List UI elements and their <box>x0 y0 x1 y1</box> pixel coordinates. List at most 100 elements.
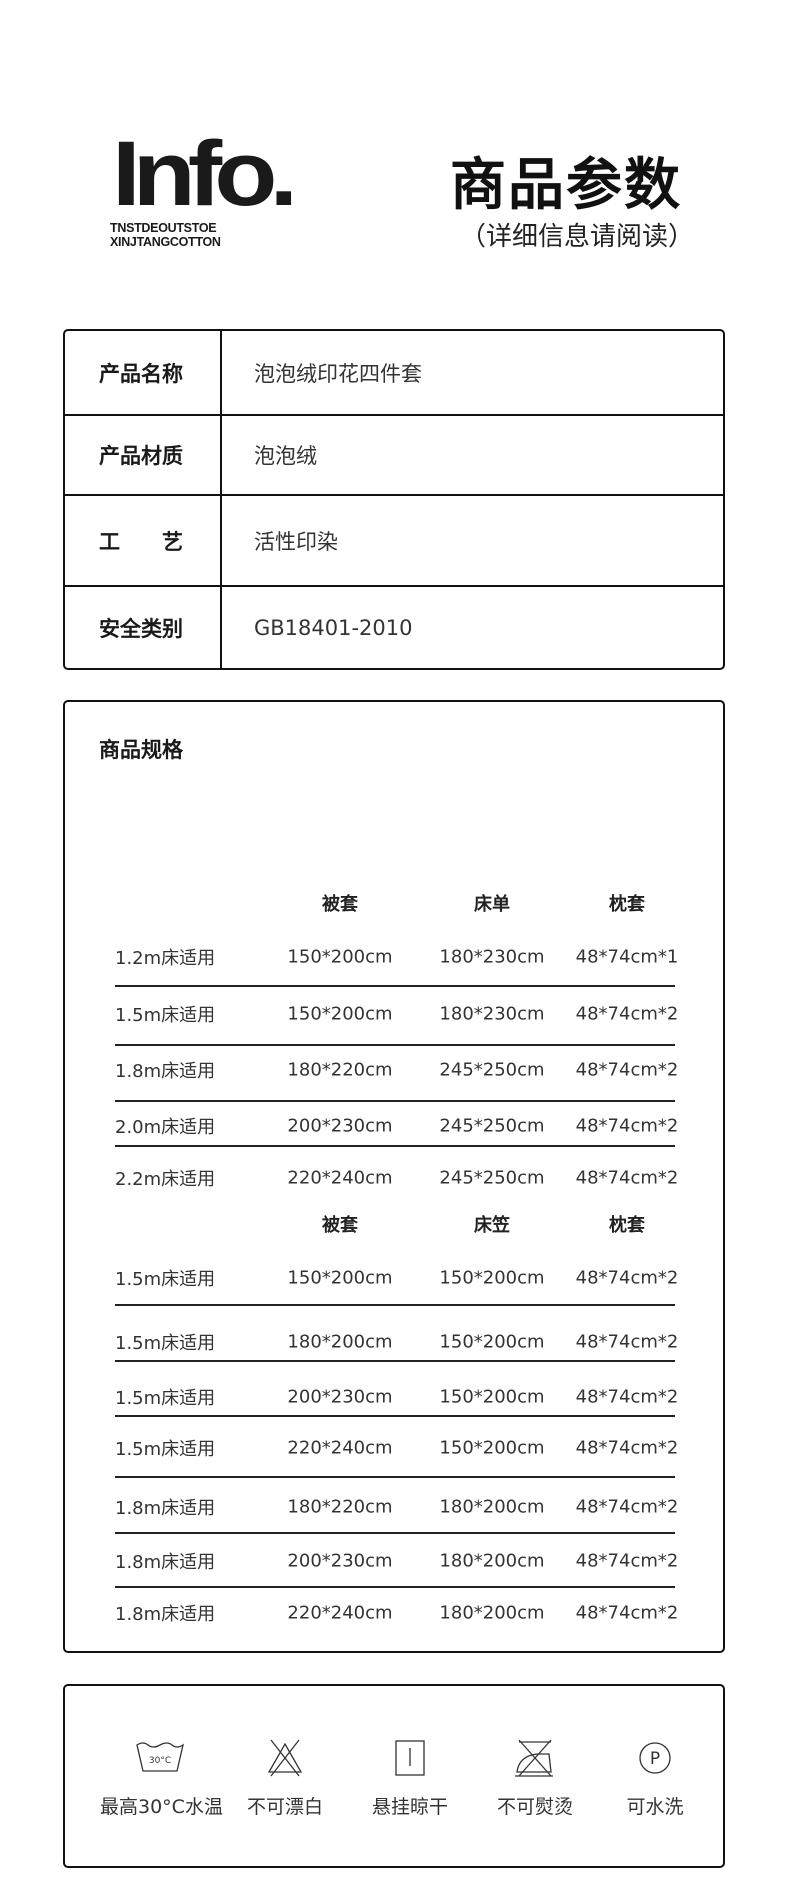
spec-cell: 200*230cm <box>287 1115 393 1137</box>
logo-tagline-1: TNSTDEOUTSTOE <box>110 221 217 235</box>
spec-cell: 150*200cm <box>439 1386 545 1408</box>
param-row: 产品材质 泡泡绒 <box>65 416 723 496</box>
spec-column-header: 被套 <box>322 1215 358 1236</box>
no-bleach-icon <box>267 1739 303 1777</box>
info-logo: Info. <box>112 123 298 225</box>
spec-column-header: 床单 <box>474 894 510 915</box>
hang-dry-icon <box>395 1740 425 1776</box>
spec-cell: 48*74cm*2 <box>575 1331 679 1353</box>
wash-30c-icon: 30°C <box>136 1742 185 1772</box>
care-item: 不可漂白 <box>225 1738 345 1819</box>
spec-row-label: 1.8m床适用 <box>115 1498 216 1519</box>
care-label: 悬挂晾干 <box>371 1796 448 1818</box>
row-divider <box>115 1044 675 1046</box>
param-value: 泡泡绒印花四件套 <box>254 361 422 386</box>
row-divider <box>115 1415 675 1417</box>
care-label: 不可漂白 <box>246 1796 323 1818</box>
product-params-table: 产品名称 泡泡绒印花四件套 产品材质 泡泡绒 工 艺 活性印染 安全类别 GB18401… <box>63 329 725 670</box>
spec-cell: 180*220cm <box>287 1059 393 1081</box>
spec-column-header: 枕套 <box>609 894 645 915</box>
spec-cell: 150*200cm <box>287 1003 393 1025</box>
spec-cell: 245*250cm <box>439 1167 545 1189</box>
spec-cell: 150*200cm <box>439 1267 545 1289</box>
spec-cell: 48*74cm*2 <box>575 1437 679 1459</box>
param-row: 工 艺 活性印染 <box>65 496 723 587</box>
svg-text:P: P <box>650 1749 660 1769</box>
spec-title: 商品规格 <box>99 738 183 762</box>
spec-row-label: 1.8m床适用 <box>115 1061 216 1082</box>
spec-cell: 150*200cm <box>287 1267 393 1289</box>
spec-cell: 180*200cm <box>439 1602 545 1624</box>
spec-cell: 200*230cm <box>287 1550 393 1572</box>
spec-cell: 48*74cm*2 <box>575 1496 679 1518</box>
param-key: 安全类别 <box>65 587 222 668</box>
no-iron-icon <box>515 1739 553 1777</box>
page-subtitle: （详细信息请阅读） <box>460 222 695 252</box>
spec-cell: 200*230cm <box>287 1386 393 1408</box>
spec-row-label: 1.2m床适用 <box>115 948 216 969</box>
spec-cell: 180*230cm <box>439 1003 545 1025</box>
spec-cell: 48*74cm*2 <box>575 1003 679 1025</box>
care-label: 最高30°C水温 <box>100 1796 223 1818</box>
spec-cell: 180*200cm <box>439 1550 545 1572</box>
row-divider <box>115 1586 675 1588</box>
spec-table: 商品规格 被套 床单 枕套 1.2m床适用 150*200cm 180*230cm 48*7… <box>63 700 725 1653</box>
param-value: GB18401-2010 <box>254 615 413 640</box>
param-key: 产品材质 <box>65 416 222 494</box>
spec-cell: 180*200cm <box>439 1496 545 1518</box>
spec-row-label: 1.8m床适用 <box>115 1552 216 1573</box>
spec-cell: 48*74cm*2 <box>575 1167 679 1189</box>
spec-cell: 48*74cm*2 <box>575 1059 679 1081</box>
spec-cell: 180*200cm <box>287 1331 393 1353</box>
spec-cell: 150*200cm <box>439 1331 545 1353</box>
spec-row-label: 1.5m床适用 <box>115 1439 216 1460</box>
spec-cell: 220*240cm <box>287 1602 393 1624</box>
row-divider <box>115 1360 675 1362</box>
care-item: 不可熨烫 <box>475 1738 595 1819</box>
spec-column-header: 床笠 <box>474 1215 510 1236</box>
spec-column-header: 被套 <box>322 894 358 915</box>
care-item: 30°C 最高30°C水温 <box>100 1738 223 1819</box>
row-divider <box>115 1476 675 1478</box>
care-item: P 可水洗 <box>595 1738 715 1819</box>
care-item: 悬挂晾干 <box>350 1738 470 1819</box>
spec-cell: 48*74cm*2 <box>575 1550 679 1572</box>
spec-cell: 48*74cm*2 <box>575 1115 679 1137</box>
spec-cell: 150*200cm <box>287 946 393 968</box>
svg-text:30°C: 30°C <box>149 1756 171 1766</box>
spec-cell: 48*74cm*2 <box>575 1602 679 1624</box>
care-instructions: 30°C 最高30°C水温 不可漂白 悬挂晾干 不可熨烫 P 可水洗 <box>63 1684 725 1868</box>
spec-cell: 220*240cm <box>287 1167 393 1189</box>
spec-row-label: 1.5m床适用 <box>115 1333 216 1354</box>
spec-cell: 150*200cm <box>439 1437 545 1459</box>
spec-row-label: 1.8m床适用 <box>115 1604 216 1625</box>
spec-row-label: 1.5m床适用 <box>115 1269 216 1290</box>
spec-row-label: 1.5m床适用 <box>115 1005 216 1026</box>
spec-row-label: 2.2m床适用 <box>115 1169 216 1190</box>
logo-tagline-2: XINJTANGCOTTON <box>110 235 221 249</box>
param-value: 活性印染 <box>254 529 338 554</box>
row-divider <box>115 1532 675 1534</box>
spec-column-header: 枕套 <box>609 1215 645 1236</box>
spec-row-label: 1.5m床适用 <box>115 1388 216 1409</box>
spec-cell: 245*250cm <box>439 1115 545 1137</box>
spec-cell: 48*74cm*2 <box>575 1267 679 1289</box>
spec-cell: 48*74cm*2 <box>575 1386 679 1408</box>
param-value: 泡泡绒 <box>254 444 317 468</box>
param-key: 工 艺 <box>65 496 222 585</box>
row-divider <box>115 985 675 987</box>
row-divider <box>115 1304 675 1306</box>
spec-cell: 48*74cm*1 <box>575 946 679 968</box>
care-label: 不可熨烫 <box>496 1796 573 1818</box>
page-title: 商品参数 <box>450 153 682 218</box>
row-divider <box>115 1145 675 1147</box>
row-divider <box>115 1100 675 1102</box>
care-label: 可水洗 <box>626 1796 684 1818</box>
spec-cell: 220*240cm <box>287 1437 393 1459</box>
spec-row-label: 2.0m床适用 <box>115 1117 216 1138</box>
param-row: 安全类别 GB18401-2010 <box>65 587 723 668</box>
spec-cell: 245*250cm <box>439 1059 545 1081</box>
spec-cell: 180*220cm <box>287 1496 393 1518</box>
param-row: 产品名称 泡泡绒印花四件套 <box>65 331 723 416</box>
spec-cell: 180*230cm <box>439 946 545 968</box>
